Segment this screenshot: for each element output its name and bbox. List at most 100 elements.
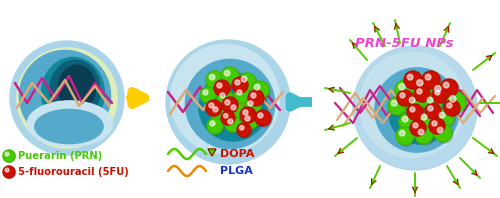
Circle shape bbox=[437, 127, 443, 133]
Circle shape bbox=[246, 99, 262, 115]
Circle shape bbox=[410, 107, 415, 112]
Circle shape bbox=[432, 87, 448, 103]
Circle shape bbox=[235, 88, 251, 104]
Circle shape bbox=[415, 87, 431, 103]
Circle shape bbox=[434, 124, 452, 142]
Circle shape bbox=[390, 98, 407, 116]
Circle shape bbox=[214, 80, 230, 96]
Circle shape bbox=[446, 92, 466, 112]
Circle shape bbox=[240, 126, 244, 130]
Circle shape bbox=[258, 113, 263, 118]
Circle shape bbox=[414, 86, 430, 102]
Circle shape bbox=[429, 118, 445, 134]
Circle shape bbox=[222, 97, 238, 113]
Circle shape bbox=[3, 166, 15, 178]
Circle shape bbox=[436, 125, 454, 143]
Circle shape bbox=[228, 119, 233, 124]
Circle shape bbox=[10, 41, 124, 155]
Circle shape bbox=[233, 78, 249, 94]
Circle shape bbox=[432, 84, 452, 104]
Circle shape bbox=[218, 91, 234, 107]
Circle shape bbox=[221, 111, 235, 125]
Circle shape bbox=[245, 98, 261, 114]
Circle shape bbox=[206, 71, 224, 89]
Circle shape bbox=[420, 112, 438, 130]
Circle shape bbox=[255, 110, 271, 126]
Circle shape bbox=[235, 80, 240, 85]
Circle shape bbox=[217, 90, 233, 106]
Circle shape bbox=[242, 113, 258, 129]
Circle shape bbox=[199, 73, 267, 141]
Circle shape bbox=[229, 103, 245, 119]
Circle shape bbox=[411, 121, 427, 137]
Circle shape bbox=[237, 123, 251, 137]
Circle shape bbox=[203, 90, 208, 95]
Circle shape bbox=[398, 128, 415, 146]
Circle shape bbox=[225, 100, 230, 105]
Circle shape bbox=[3, 150, 15, 162]
Circle shape bbox=[225, 116, 241, 132]
Circle shape bbox=[186, 59, 274, 149]
Ellipse shape bbox=[35, 109, 103, 144]
Circle shape bbox=[209, 103, 214, 108]
Circle shape bbox=[431, 82, 451, 102]
Circle shape bbox=[223, 98, 239, 114]
Circle shape bbox=[443, 82, 449, 88]
Circle shape bbox=[415, 126, 433, 144]
Circle shape bbox=[208, 119, 224, 135]
Circle shape bbox=[360, 52, 465, 158]
Circle shape bbox=[248, 90, 264, 106]
Circle shape bbox=[256, 111, 272, 127]
Circle shape bbox=[418, 111, 436, 129]
Circle shape bbox=[389, 82, 451, 144]
Circle shape bbox=[224, 70, 230, 76]
Circle shape bbox=[417, 89, 422, 94]
Circle shape bbox=[237, 90, 242, 95]
Circle shape bbox=[444, 100, 460, 116]
Circle shape bbox=[391, 100, 397, 106]
Circle shape bbox=[396, 127, 414, 145]
Ellipse shape bbox=[28, 101, 113, 147]
Circle shape bbox=[220, 93, 225, 98]
Circle shape bbox=[428, 106, 433, 111]
Text: 5-fluorouracil (5FU): 5-fluorouracil (5FU) bbox=[18, 167, 129, 177]
Circle shape bbox=[211, 105, 227, 121]
Circle shape bbox=[5, 168, 9, 172]
Circle shape bbox=[425, 74, 431, 80]
Circle shape bbox=[248, 101, 253, 106]
Circle shape bbox=[400, 114, 418, 132]
Circle shape bbox=[234, 87, 250, 103]
Circle shape bbox=[426, 95, 444, 113]
Circle shape bbox=[434, 86, 441, 92]
Circle shape bbox=[207, 118, 223, 134]
Circle shape bbox=[399, 130, 405, 136]
Circle shape bbox=[397, 90, 413, 106]
Circle shape bbox=[166, 40, 290, 164]
Circle shape bbox=[427, 97, 433, 103]
Circle shape bbox=[414, 77, 434, 97]
Circle shape bbox=[222, 68, 240, 86]
Circle shape bbox=[210, 121, 215, 126]
Circle shape bbox=[245, 116, 250, 121]
Circle shape bbox=[207, 101, 223, 117]
Circle shape bbox=[432, 121, 437, 126]
Circle shape bbox=[404, 71, 422, 89]
Circle shape bbox=[209, 74, 215, 80]
Circle shape bbox=[243, 114, 259, 130]
Circle shape bbox=[395, 80, 415, 100]
Circle shape bbox=[251, 81, 269, 99]
Circle shape bbox=[426, 104, 442, 120]
Circle shape bbox=[424, 94, 442, 112]
Circle shape bbox=[440, 79, 458, 97]
Circle shape bbox=[433, 88, 449, 104]
Circle shape bbox=[439, 112, 445, 118]
Circle shape bbox=[228, 102, 244, 118]
Circle shape bbox=[418, 129, 424, 135]
Circle shape bbox=[406, 94, 424, 112]
Circle shape bbox=[224, 113, 228, 118]
Circle shape bbox=[425, 103, 441, 119]
Circle shape bbox=[213, 107, 218, 112]
Circle shape bbox=[442, 80, 460, 98]
Circle shape bbox=[210, 104, 226, 120]
Circle shape bbox=[241, 108, 257, 124]
